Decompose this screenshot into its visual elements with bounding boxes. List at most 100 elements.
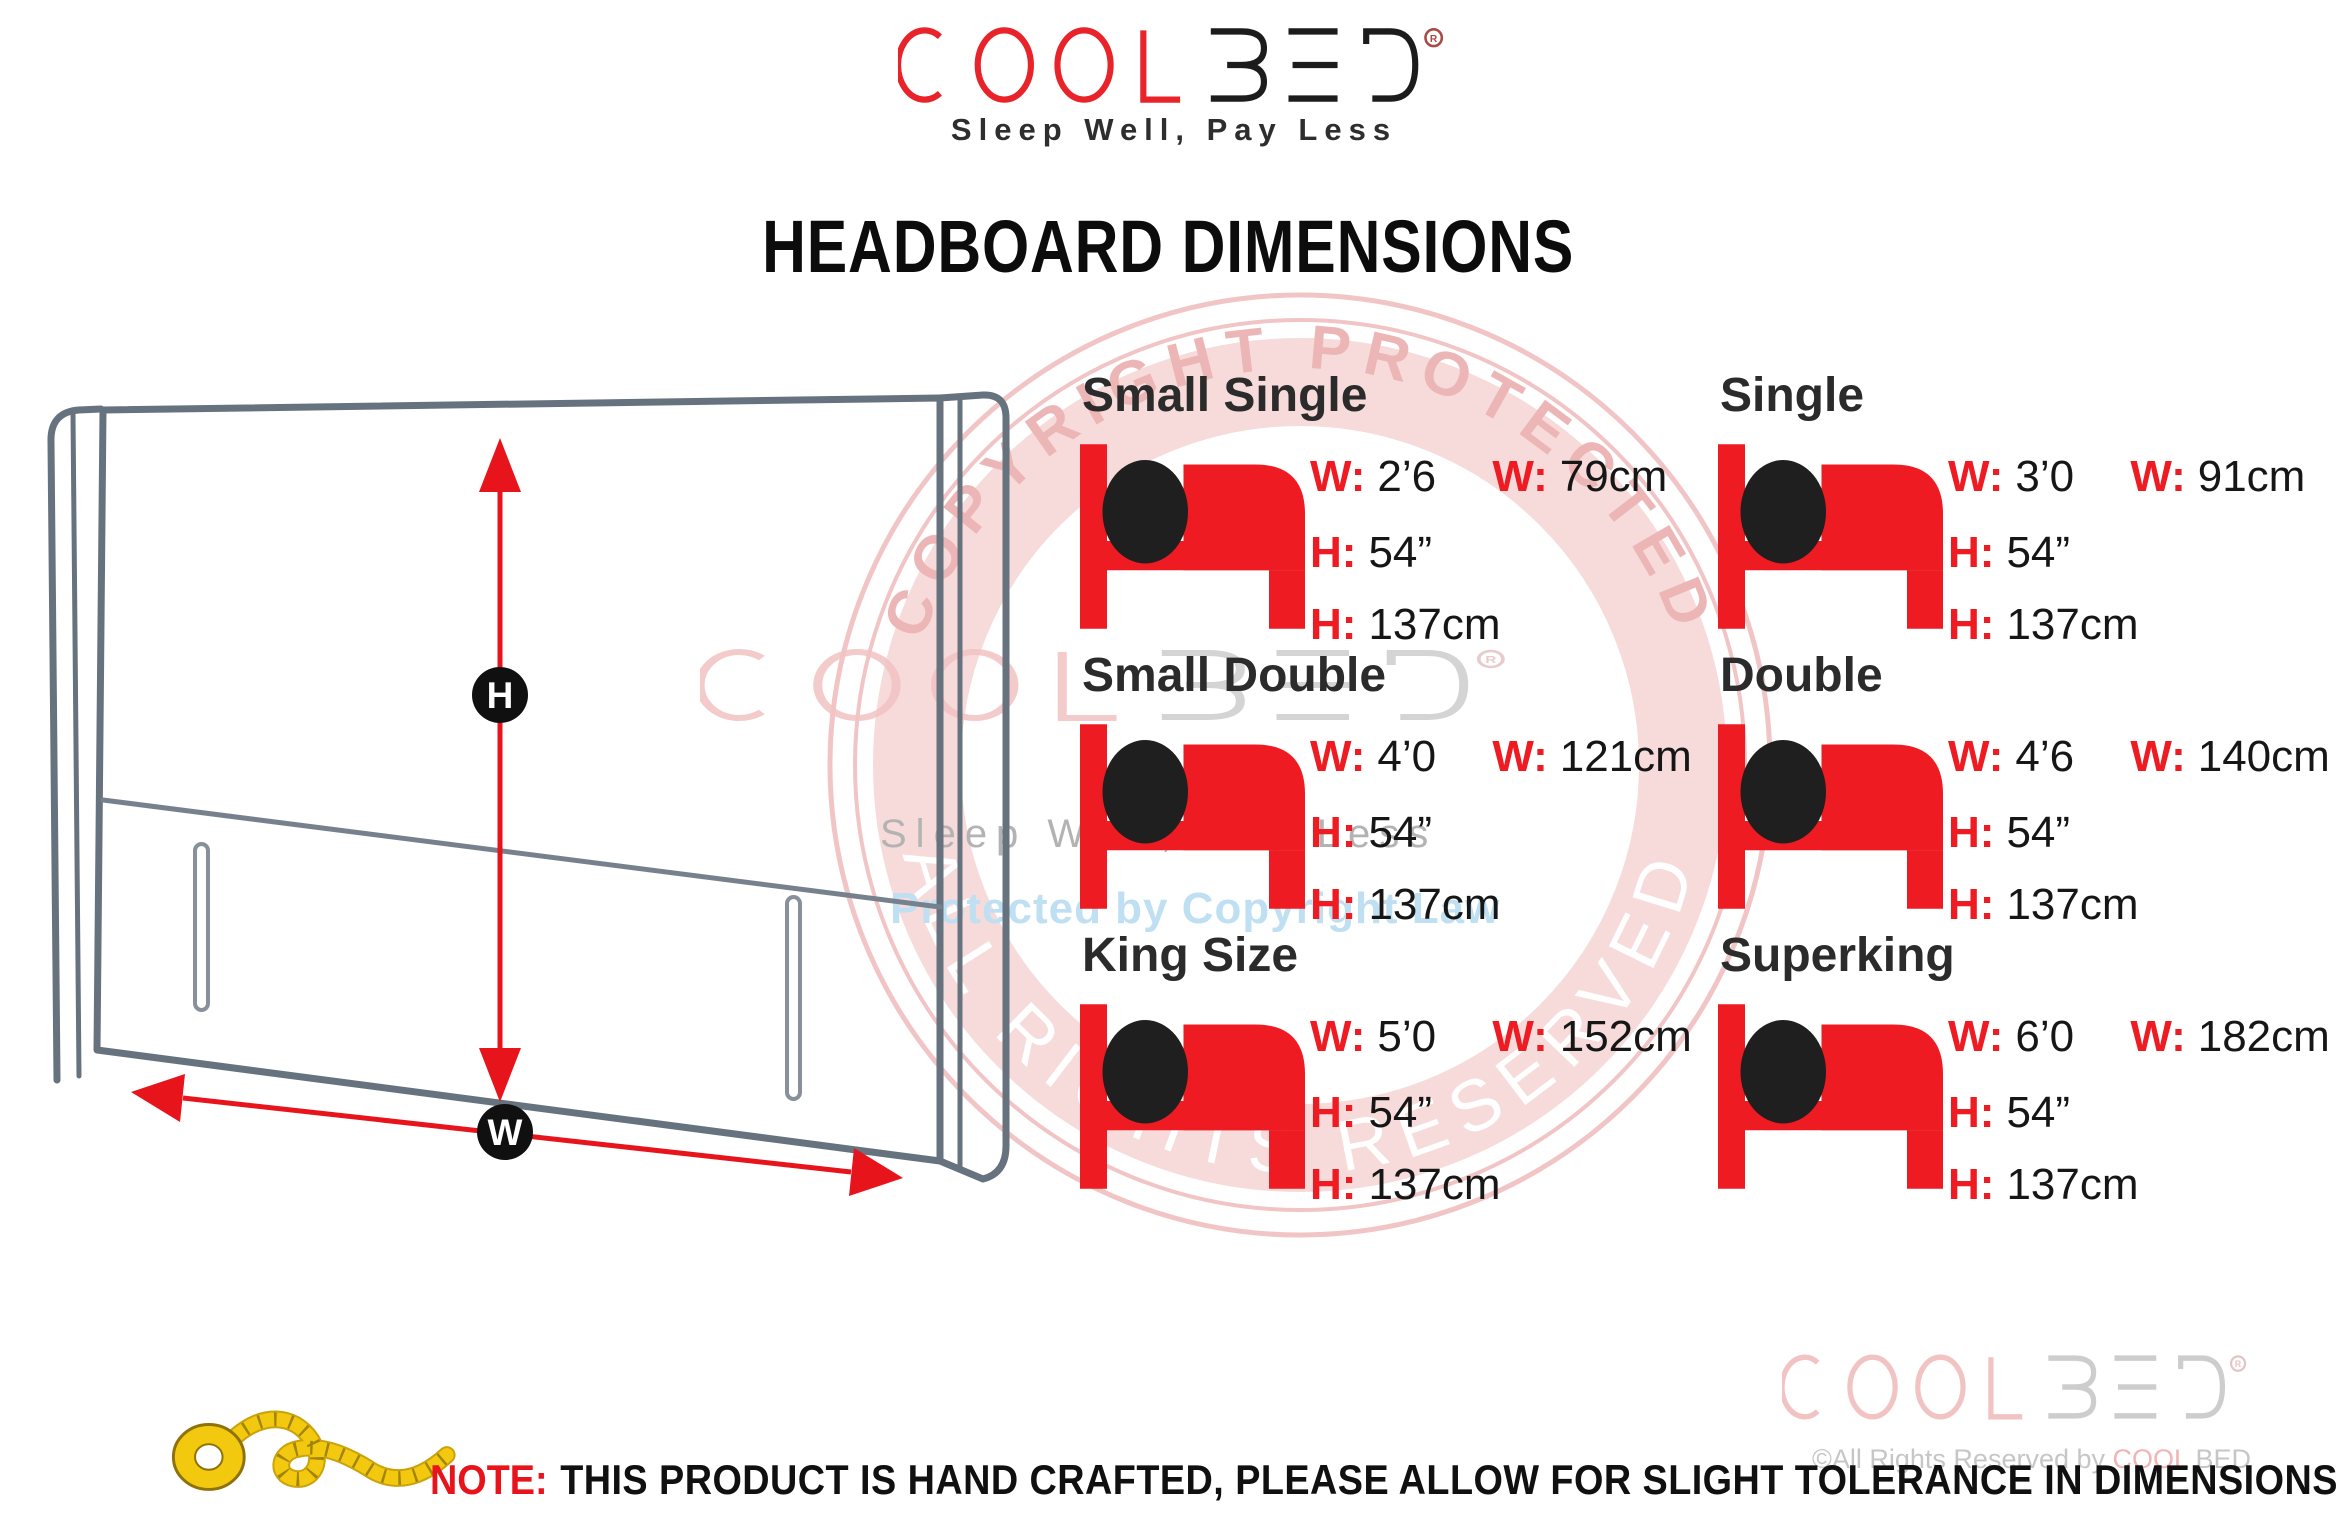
width-label-cm: W: [2130, 732, 2186, 781]
height-label: H: [1948, 1088, 1995, 1137]
bed-icon-pillow-head [1102, 740, 1188, 844]
width-label: W: [1948, 452, 2004, 501]
width-cm-value: 79cm [1559, 452, 1668, 501]
width-cm-value: 91cm [2197, 452, 2306, 501]
size-dimensions: W: 4’6 W: 140cm H: 54” H: 137cm [1948, 648, 2336, 929]
bed-icon [1718, 444, 1943, 629]
dimension-height-inches-line: H: 54” [1310, 1088, 1432, 1140]
size-entry: Superking W: 6’0 W: 182cm H: 54” H: 137cm [1716, 928, 2336, 1209]
width-label-cm: W: [1492, 452, 1548, 501]
logo-bed-letters [1210, 28, 1419, 102]
width-badge: W [477, 1104, 533, 1160]
size-dimensions: W: 2’6 W: 79cm H: 54” H: 137cm [1310, 368, 1698, 649]
headboard-diagram: H W [47, 391, 1010, 1196]
height-label: H: [1310, 1088, 1357, 1137]
height-label-cm: H: [1948, 880, 1995, 929]
height-cm-value: 137cm [1368, 600, 1501, 649]
height-label-cm: H: [1948, 600, 1995, 649]
bed-icon-headboard-post [1080, 1004, 1107, 1189]
dimension-height-inches-line: H: 54” [1310, 808, 1432, 860]
height-label-cm: H: [1310, 880, 1357, 929]
dimension-height-inches-line: H: 54” [1948, 528, 2070, 580]
ghost-br-cool-letters [1782, 1354, 2023, 1420]
height-label: H: [1948, 808, 1995, 857]
height-badge: H [472, 667, 528, 723]
size-title: King Size [1082, 929, 1299, 982]
bed-icon-pillow-head [1102, 460, 1188, 564]
dimension-height-cm-line: H: 137cm [1310, 600, 1501, 652]
height-cm-value: 137cm [2006, 1160, 2139, 1209]
width-label: W: [1948, 732, 2004, 781]
ghost-bottom-right-logo: R [1782, 1354, 2247, 1420]
copyright-brand: COOL [2112, 1444, 2189, 1474]
dimension-height-cm-line: H: 137cm [1310, 880, 1501, 932]
size-title: Double [1720, 649, 1883, 702]
width-feet-value: 5’0 [1377, 1012, 1437, 1061]
ghost-br-registered-r: R [2235, 1359, 2242, 1369]
size-entry: Small Single W: 2’6 W: 79cm H: 54” H: 137cm [1078, 368, 1698, 649]
bed-icon-headboard-post [1080, 444, 1107, 629]
headboard-right-wing [936, 391, 1010, 1183]
height-inches-value: 54” [2006, 1088, 2071, 1137]
ghost-br-registered-icon [2230, 1355, 2247, 1372]
width-label: W: [1948, 1012, 2004, 1061]
bed-icon-pillow-head [1740, 740, 1826, 844]
width-feet-value: 2’6 [1377, 452, 1437, 501]
bed-icon-pillow-head [1102, 1020, 1188, 1124]
height-label-cm: H: [1310, 600, 1357, 649]
height-cm-value: 137cm [2006, 600, 2139, 649]
height-inches-value: 54” [2006, 528, 2071, 577]
size-entry: Small Double W: 4’0 W: 121cm H: 54” H: 137cm [1078, 648, 1698, 929]
brand-tagline: Sleep Well, Pay Less [950, 112, 1398, 147]
size-dimensions: W: 5’0 W: 152cm H: 54” H: 137cm [1310, 928, 1698, 1209]
bed-icon [1080, 1004, 1305, 1189]
size-entry: Single W: 3’0 W: 91cm H: 54” H: 137cm [1716, 368, 2336, 649]
width-feet-value: 6’0 [2015, 1012, 2075, 1061]
bed-icon [1080, 724, 1305, 909]
height-inches-value: 54” [1368, 528, 1433, 577]
dimension-width-line: W: 3’0 W: 91cm [1948, 452, 2305, 504]
headboard-left-wing [47, 405, 105, 1084]
size-dimensions: W: 3’0 W: 91cm H: 54” H: 137cm [1948, 368, 2336, 649]
width-cm-value: 152cm [1559, 1012, 1692, 1061]
dimension-width-line: W: 4’0 W: 121cm [1310, 732, 1692, 784]
bed-icon-leg [1269, 1130, 1305, 1189]
bed-icon-headboard-post [1718, 724, 1745, 909]
dimension-width-line: W: 5’0 W: 152cm [1310, 1012, 1692, 1064]
width-label: W: [1310, 1012, 1366, 1061]
height-cm-value: 137cm [1368, 880, 1501, 929]
copyright-line: ©All Rights Reserved by COOL BED [1812, 1444, 2251, 1475]
registered-trademark-icon [1424, 28, 1444, 48]
height-inches-value: 54” [1368, 1088, 1433, 1137]
height-label: H: [1310, 528, 1357, 577]
bed-icon-leg [1269, 850, 1305, 909]
bed-icon [1080, 444, 1305, 629]
height-label-cm: H: [1310, 1160, 1357, 1209]
registered-trademark-r: R [1430, 34, 1438, 45]
brand-logo: R [898, 27, 1444, 103]
height-label: H: [1948, 528, 1995, 577]
page-title: HEADBOARD DIMENSIONS [761, 205, 1575, 288]
headboard-main-panel [93, 394, 944, 1165]
dimension-height-cm-line: H: 137cm [1948, 600, 2139, 652]
logo-cool-letters [898, 27, 1181, 103]
footer-note: NOTE: THIS PRODUCT IS HAND CRAFTED, PLEAS… [430, 1456, 2336, 1504]
size-title: Single [1720, 369, 1865, 422]
dimension-height-inches-line: H: 54” [1310, 528, 1432, 580]
width-cm-value: 140cm [2197, 732, 2330, 781]
bed-icon-leg [1907, 570, 1943, 629]
width-badge-label: W [488, 1112, 523, 1153]
height-label: H: [1310, 808, 1357, 857]
copyright-prefix: ©All Rights Reserved by [1812, 1444, 2113, 1474]
width-label-cm: W: [2130, 452, 2186, 501]
bed-icon-pillow-head [1740, 1020, 1826, 1124]
dimension-height-cm-line: H: 137cm [1948, 1160, 2139, 1212]
height-cm-value: 137cm [2006, 880, 2139, 929]
dimension-width-line: W: 2’6 W: 79cm [1310, 452, 1667, 504]
width-cm-value: 182cm [2197, 1012, 2330, 1061]
bed-icon [1718, 1004, 1943, 1189]
dimension-width-line: W: 6’0 W: 182cm [1948, 1012, 2330, 1064]
width-label: W: [1310, 732, 1366, 781]
height-arrow [479, 438, 521, 1102]
width-label: W: [1310, 452, 1366, 501]
